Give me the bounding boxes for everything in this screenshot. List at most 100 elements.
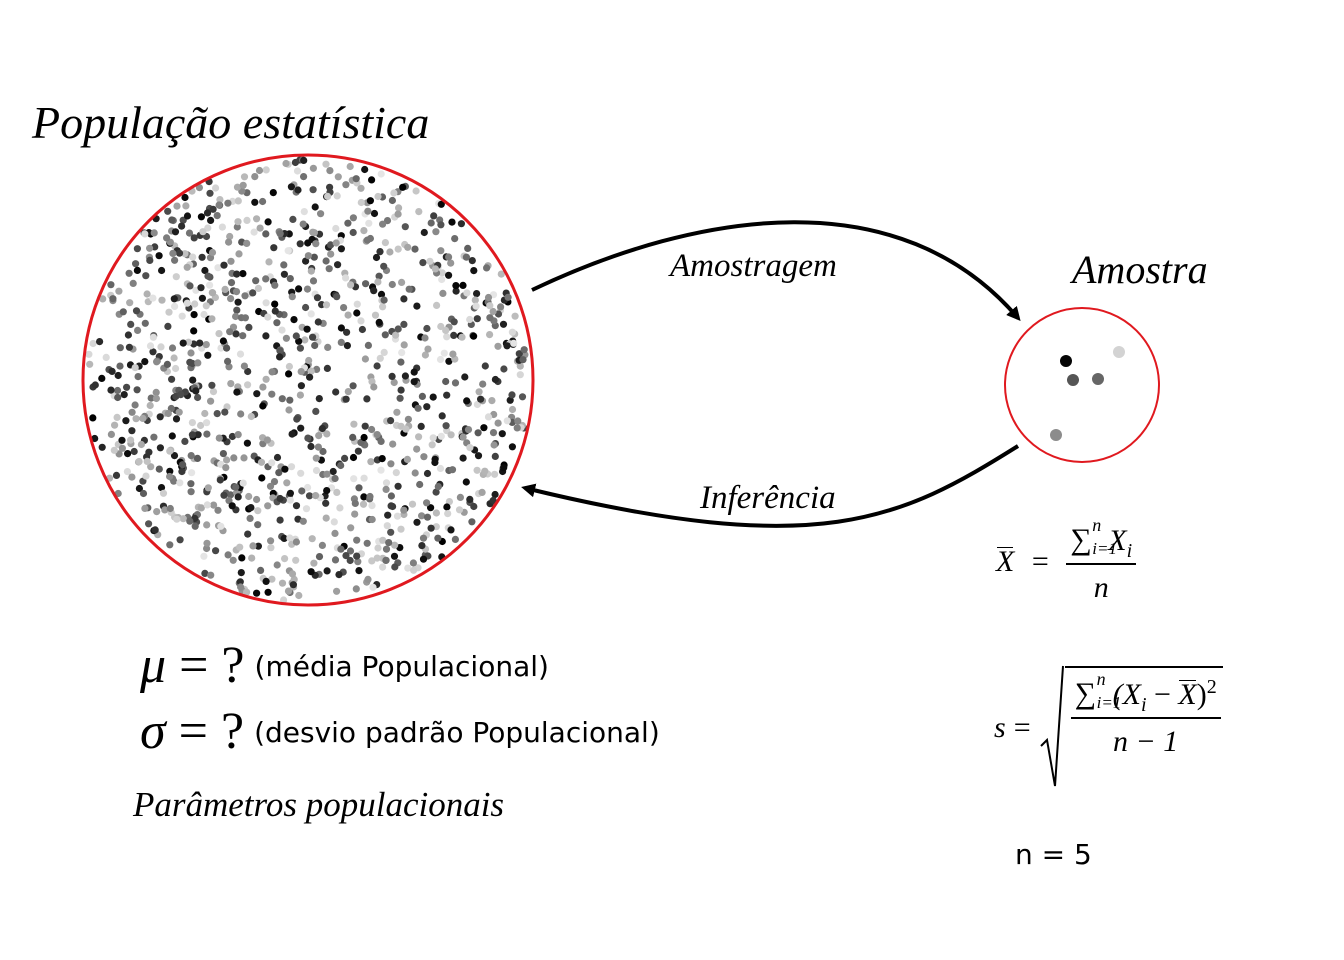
population-dot <box>204 224 212 232</box>
population-dot <box>201 569 209 578</box>
population-dot <box>306 373 314 381</box>
population-dot <box>204 351 212 359</box>
population-dot <box>437 322 445 331</box>
population-dot <box>168 432 176 440</box>
population-dot <box>187 480 195 488</box>
mean-equals: = <box>1031 545 1049 579</box>
population-dot <box>388 196 396 205</box>
population-dot <box>184 338 193 346</box>
population-dot <box>354 558 362 566</box>
population-dot <box>351 499 359 507</box>
population-dot <box>490 441 498 449</box>
population-dot <box>172 415 181 423</box>
population-dot <box>379 563 387 571</box>
population-dot <box>251 198 259 206</box>
population-dot <box>343 342 351 350</box>
population-dot <box>307 310 315 318</box>
population-dot <box>141 504 149 512</box>
population-dot <box>337 338 345 346</box>
population-dot <box>451 535 459 544</box>
population-dot <box>158 266 166 275</box>
population-dot <box>518 393 527 401</box>
population-dot <box>409 559 417 567</box>
population-dot <box>203 430 211 438</box>
population-dot <box>462 478 470 486</box>
population-dot <box>491 375 499 384</box>
population-dot <box>412 187 420 195</box>
population-dot <box>397 386 405 394</box>
population-dot <box>388 372 396 380</box>
population-dot <box>470 267 478 275</box>
population-dot <box>208 248 217 257</box>
population-dot <box>323 430 331 438</box>
population-dot <box>423 513 432 521</box>
population-dot <box>331 556 340 564</box>
population-dot <box>203 544 211 553</box>
population-dot <box>297 424 305 432</box>
population-dot <box>390 552 399 560</box>
population-dot <box>384 511 392 519</box>
population-dot <box>178 222 186 230</box>
population-dot <box>232 330 240 338</box>
population-dot <box>308 535 316 543</box>
population-dot <box>164 322 172 330</box>
population-dot <box>187 349 195 357</box>
population-dot <box>378 455 386 463</box>
population-dot <box>203 501 211 509</box>
population-dot <box>420 228 428 237</box>
population-dot <box>268 459 276 467</box>
population-dot <box>155 252 163 260</box>
population-dot <box>350 420 358 428</box>
population-dot <box>234 197 242 205</box>
population-dot <box>353 536 361 544</box>
population-dot <box>223 456 231 464</box>
population-dot <box>312 492 320 500</box>
population-dot <box>268 575 276 583</box>
population-dot <box>171 228 180 236</box>
population-dot <box>376 248 384 256</box>
population-dot <box>188 419 196 427</box>
population-dot <box>233 306 241 314</box>
population-dot <box>187 452 195 460</box>
mu-description: (média Populacional) <box>254 650 549 683</box>
population-dot <box>472 302 480 310</box>
population-dot <box>363 395 371 403</box>
population-dot <box>491 490 499 499</box>
population-dot <box>141 230 149 238</box>
population-dot <box>456 493 464 501</box>
population-dot <box>389 440 397 448</box>
population-dot <box>410 378 418 386</box>
population-dot <box>285 406 293 414</box>
population-dot <box>135 457 143 466</box>
population-dot <box>280 596 288 604</box>
population-dot <box>292 332 300 340</box>
population-dot <box>245 492 253 501</box>
population-dot <box>178 467 186 476</box>
population-dot <box>133 245 141 253</box>
population-dot <box>368 502 376 510</box>
population-dot <box>120 391 128 399</box>
population-dot <box>118 444 126 452</box>
population-dot <box>282 159 290 168</box>
population-dot <box>508 405 517 414</box>
xbar-symbol: X <box>996 545 1015 579</box>
population-dot <box>346 556 354 565</box>
population-dot <box>329 467 337 476</box>
population-dot <box>489 307 497 316</box>
population-dot <box>373 554 381 562</box>
population-dot <box>175 408 183 416</box>
sd-numerator: ∑ n i=1 (Xi − X)2 <box>1070 669 1221 719</box>
population-dot <box>366 492 374 501</box>
population-dot <box>206 189 214 197</box>
population-dot <box>142 272 150 280</box>
population-dot <box>141 319 149 327</box>
population-dot <box>248 554 256 562</box>
population-dot <box>193 454 202 462</box>
population-dot <box>269 189 277 197</box>
population-dot <box>187 488 195 496</box>
population-dot <box>278 326 286 334</box>
population-dot <box>471 296 479 304</box>
population-dot <box>508 443 516 451</box>
population-dot <box>217 522 225 530</box>
population-dot <box>259 383 267 391</box>
